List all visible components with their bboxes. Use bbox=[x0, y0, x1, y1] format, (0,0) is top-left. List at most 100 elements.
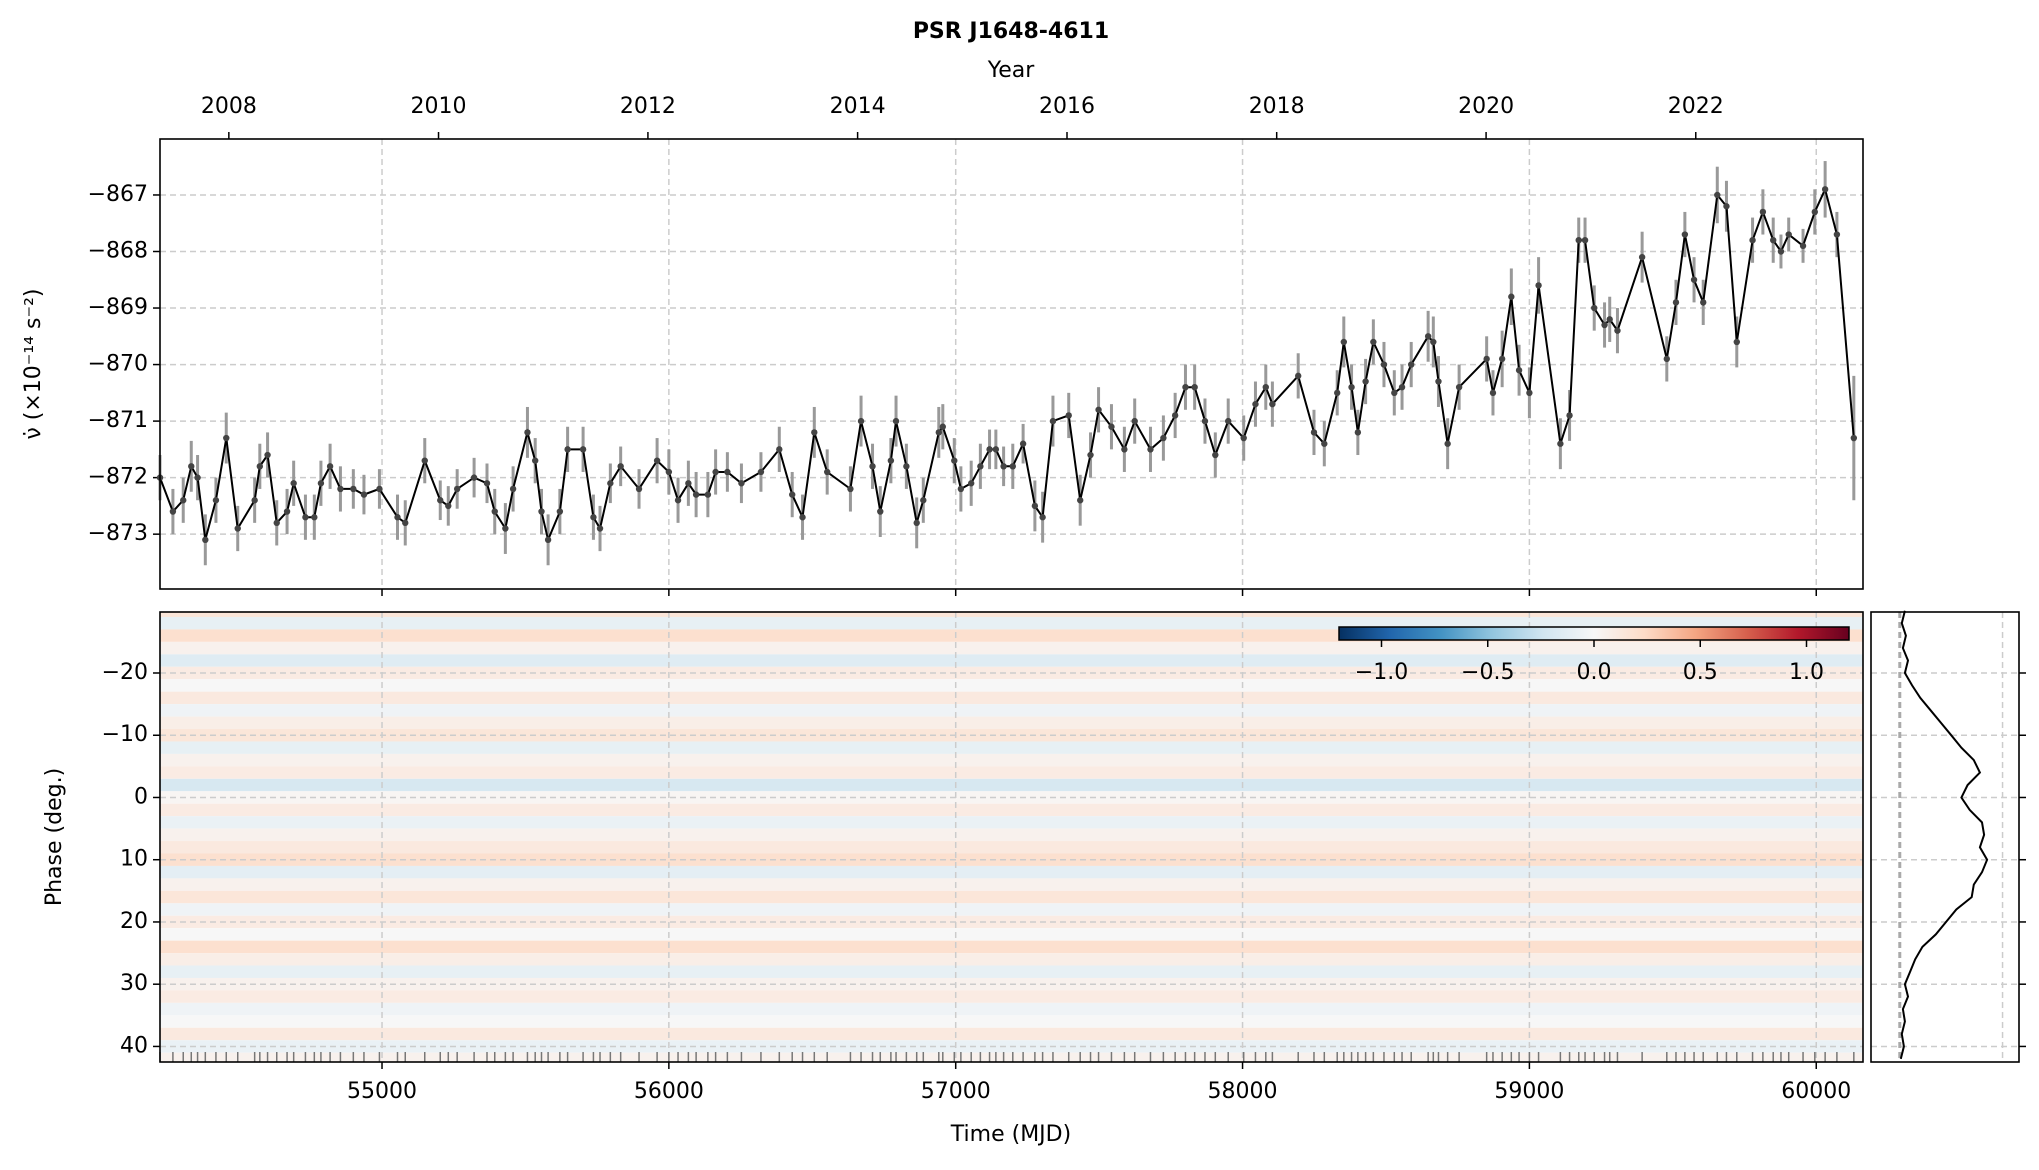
heatmap-row bbox=[160, 1015, 1863, 1028]
data-point bbox=[1811, 208, 1819, 216]
data-point bbox=[1681, 231, 1689, 238]
data-point bbox=[1785, 231, 1792, 238]
data-point bbox=[1310, 429, 1318, 436]
data-point bbox=[887, 457, 895, 464]
data-point bbox=[789, 491, 796, 498]
data-point bbox=[273, 519, 280, 527]
heatmap-row bbox=[160, 691, 1863, 705]
data-point bbox=[1526, 389, 1533, 397]
data-point bbox=[1269, 400, 1276, 408]
y-tick-label: −873 bbox=[88, 521, 148, 546]
data-point bbox=[1663, 355, 1670, 363]
y-tick-label: 10 bbox=[120, 847, 148, 872]
data-point bbox=[738, 480, 745, 487]
data-point bbox=[1614, 327, 1621, 334]
data-point bbox=[1535, 282, 1542, 289]
data-point bbox=[1121, 446, 1128, 453]
data-point bbox=[169, 508, 177, 515]
data-point bbox=[1019, 440, 1027, 447]
data-point bbox=[1191, 383, 1198, 391]
data-point bbox=[256, 463, 264, 470]
data-point bbox=[1508, 293, 1515, 300]
data-point bbox=[544, 536, 552, 544]
data-point bbox=[617, 463, 624, 470]
data-point bbox=[1591, 304, 1598, 312]
top-x-tick-label: 2020 bbox=[1458, 94, 1514, 119]
data-point bbox=[1690, 276, 1698, 283]
data-point bbox=[564, 446, 571, 453]
data-point bbox=[337, 485, 344, 493]
x-tick-label: 59000 bbox=[1494, 1079, 1564, 1104]
data-point bbox=[1515, 367, 1523, 374]
heatmap-row bbox=[160, 753, 1863, 767]
axes-frame bbox=[159, 611, 1864, 1063]
heatmap-row bbox=[160, 654, 1863, 667]
heatmap-row bbox=[160, 612, 1863, 617]
data-point bbox=[1087, 451, 1094, 459]
data-point bbox=[596, 525, 604, 532]
colorbar-tick-label: −0.5 bbox=[1461, 660, 1514, 685]
phase-axis-label: Phase (deg.) bbox=[42, 768, 67, 906]
data-point bbox=[302, 514, 309, 521]
data-point bbox=[967, 480, 975, 487]
y-tick-label: 40 bbox=[120, 1033, 148, 1058]
data-point bbox=[1444, 440, 1451, 447]
x-tick-label: 57000 bbox=[921, 1079, 991, 1104]
data-point bbox=[1171, 412, 1179, 419]
x-axis-label: Time (MJD) bbox=[950, 1122, 1071, 1147]
data-point bbox=[776, 446, 783, 453]
data-point bbox=[1262, 383, 1269, 391]
heatmap-row bbox=[160, 890, 1863, 904]
data-point bbox=[491, 508, 498, 515]
data-point bbox=[394, 514, 401, 521]
data-point bbox=[290, 480, 297, 487]
data-point bbox=[1424, 333, 1432, 340]
data-point bbox=[1606, 316, 1613, 323]
data-point bbox=[857, 417, 865, 425]
data-point bbox=[590, 514, 597, 521]
data-point bbox=[1638, 253, 1646, 261]
heatmap-row bbox=[160, 741, 1863, 754]
y-tick-label: −870 bbox=[88, 352, 148, 377]
top-x-tick-label: 2016 bbox=[1039, 94, 1095, 119]
data-point bbox=[951, 457, 958, 464]
data-point bbox=[607, 480, 614, 487]
colorbar-tick-label: 0.5 bbox=[1683, 660, 1718, 685]
data-point bbox=[470, 474, 478, 481]
data-point bbox=[194, 474, 201, 481]
data-point bbox=[1575, 236, 1582, 244]
y-tick-label: 0 bbox=[134, 784, 148, 809]
heatmap-row bbox=[160, 828, 1863, 842]
y-tick-label: −871 bbox=[88, 408, 148, 433]
heatmap-row bbox=[160, 928, 1863, 941]
data-point bbox=[757, 468, 765, 476]
data-point bbox=[977, 463, 984, 470]
data-point bbox=[811, 429, 818, 436]
top-x-tick-label: 2022 bbox=[1668, 94, 1724, 119]
heatmap-row bbox=[160, 953, 1863, 966]
data-point bbox=[913, 519, 920, 527]
data-point bbox=[1489, 389, 1497, 397]
data-point bbox=[1076, 497, 1084, 504]
data-point bbox=[264, 451, 271, 459]
axes-frame bbox=[1870, 611, 2020, 1063]
data-point bbox=[1252, 400, 1259, 408]
data-point bbox=[483, 480, 491, 487]
data-point bbox=[502, 525, 509, 532]
data-point bbox=[1498, 355, 1506, 363]
data-point bbox=[824, 468, 831, 476]
data-point bbox=[1095, 406, 1102, 413]
data-point bbox=[992, 446, 1000, 453]
data-point bbox=[653, 457, 661, 464]
profile-line bbox=[1899, 610, 1989, 1060]
data-point bbox=[1182, 383, 1189, 391]
data-point bbox=[1225, 417, 1232, 425]
y-tick-label: 30 bbox=[120, 971, 148, 996]
data-point bbox=[1770, 236, 1777, 244]
data-point bbox=[1348, 383, 1355, 391]
data-point bbox=[445, 502, 452, 510]
heatmap-row bbox=[160, 679, 1863, 692]
heatmap-row bbox=[160, 841, 1863, 854]
data-point bbox=[556, 508, 564, 515]
